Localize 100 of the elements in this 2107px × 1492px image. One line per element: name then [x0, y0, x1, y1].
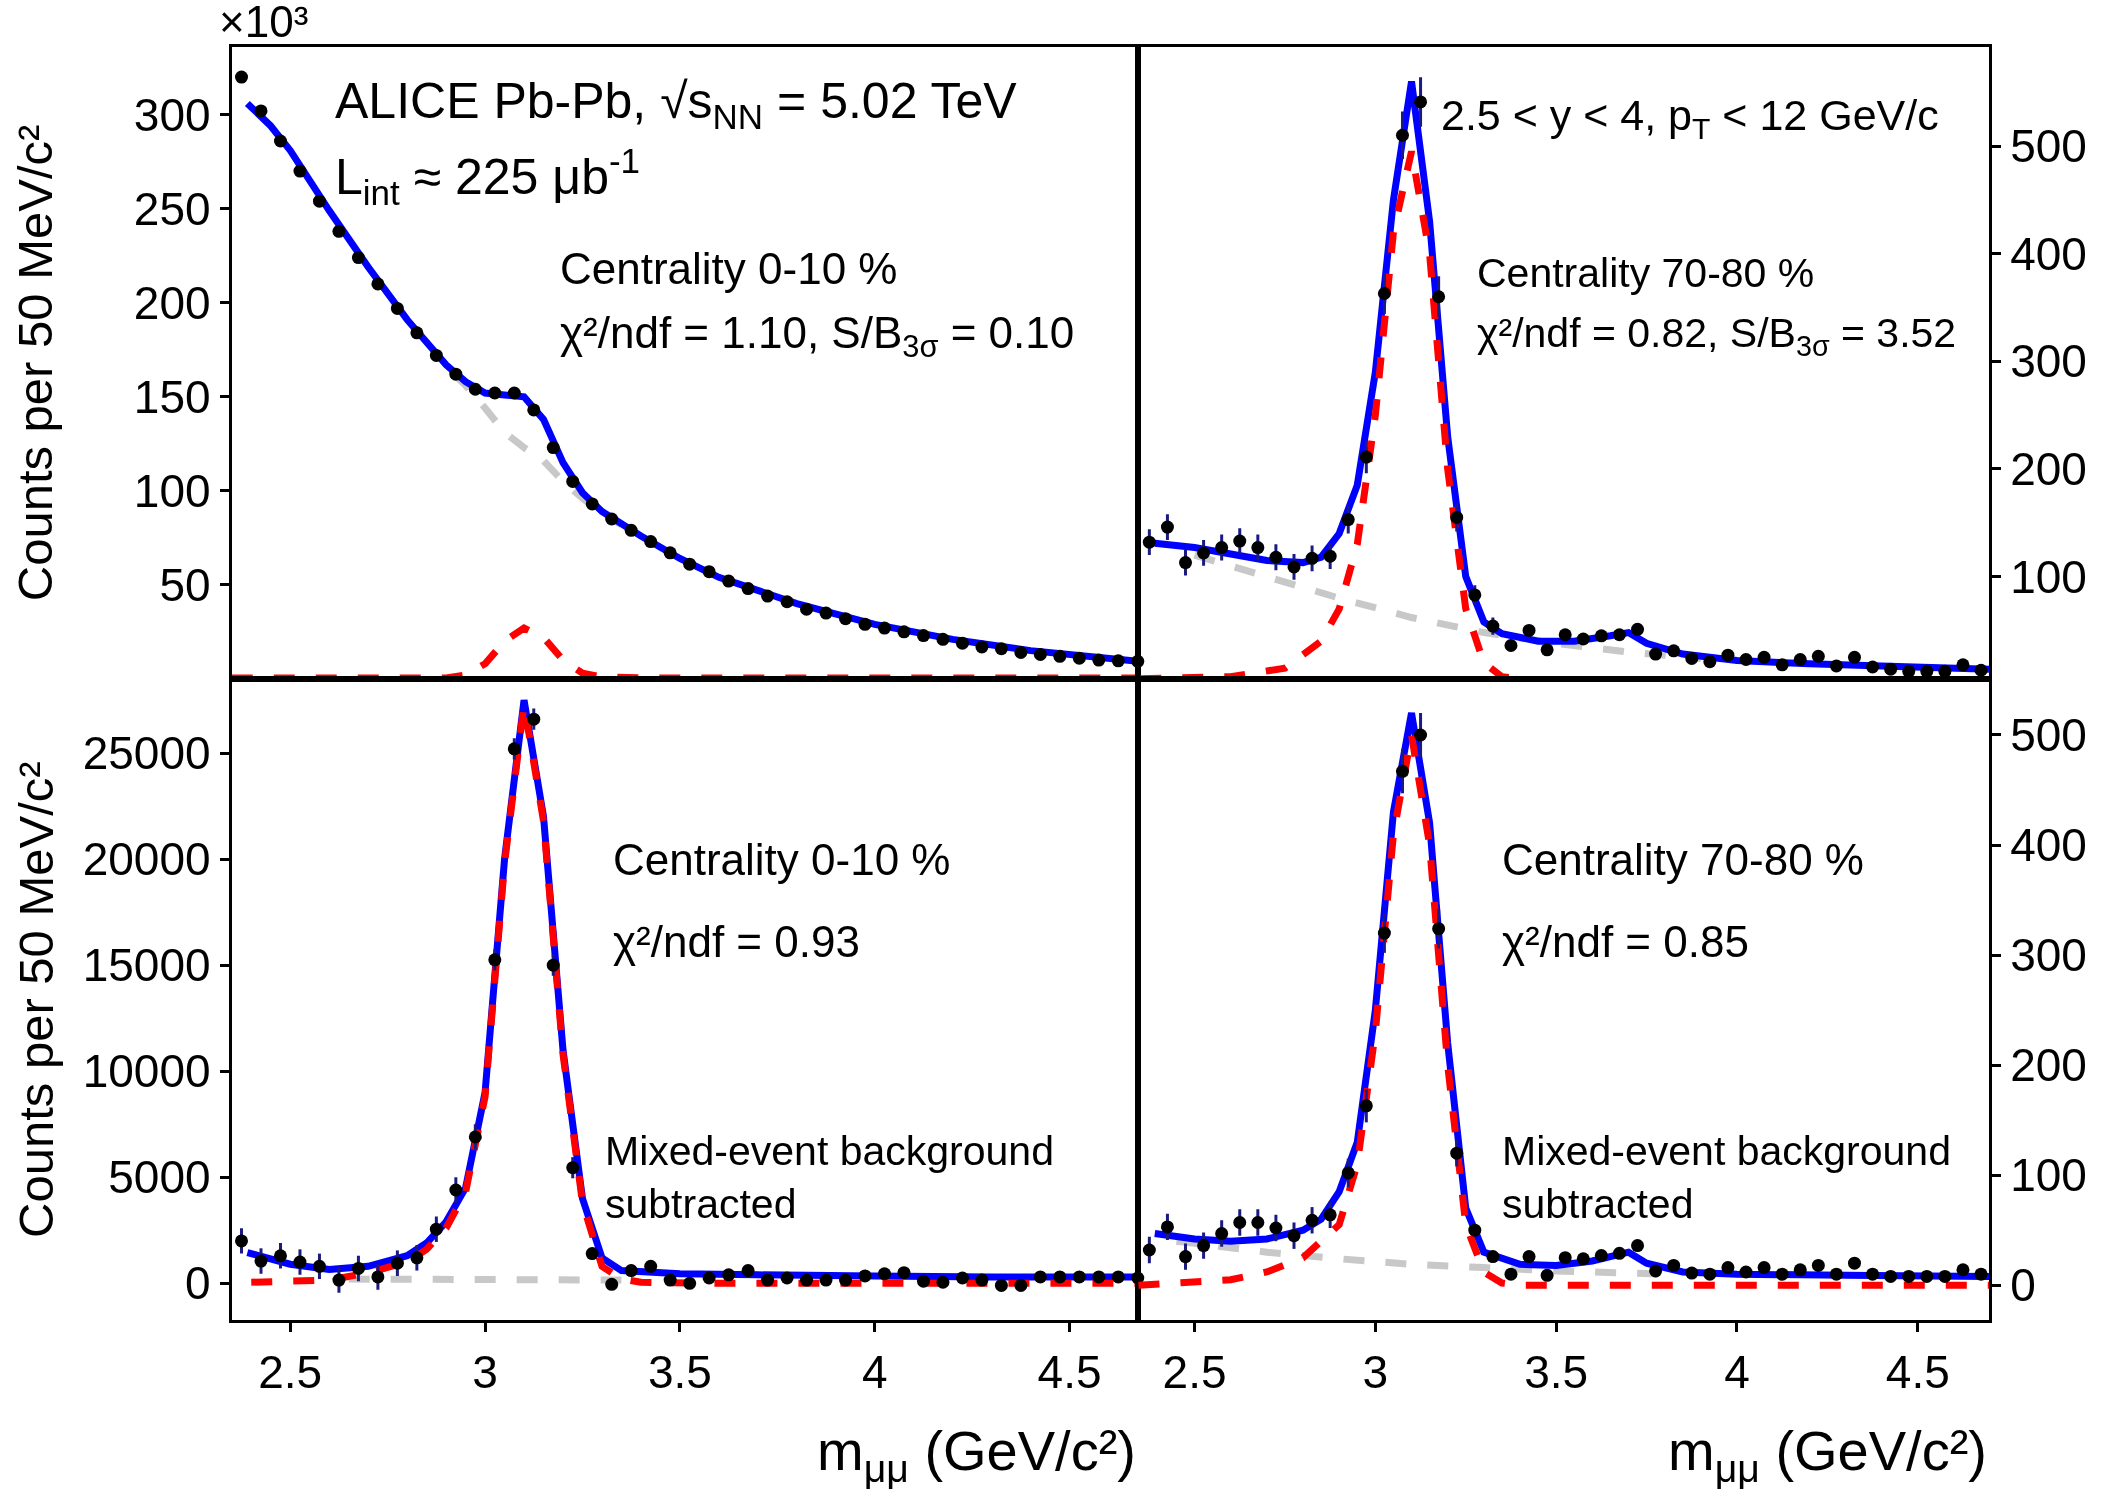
y-axis-title: Counts per 50 MeV/c² [8, 761, 63, 1238]
point [468, 1130, 482, 1144]
y-tick-label: 5000 [108, 1151, 211, 1204]
point [1092, 1270, 1106, 1284]
point [1829, 1267, 1843, 1281]
point [1848, 650, 1861, 664]
x-tick-label: 4 [1724, 1345, 1750, 1398]
point [273, 1249, 287, 1263]
point [1757, 1261, 1771, 1275]
point [702, 565, 716, 579]
point [1432, 922, 1446, 936]
x-tick-label: 3 [472, 1345, 498, 1398]
point [1160, 520, 1174, 534]
y-tick-label: 100 [2010, 550, 2087, 603]
point [1848, 1256, 1861, 1270]
point [1829, 659, 1843, 673]
y-tick-label: 200 [133, 276, 211, 329]
point [1522, 1250, 1536, 1264]
point [1450, 1146, 1464, 1160]
point [1215, 541, 1229, 555]
point [1902, 664, 1916, 678]
point [916, 1274, 930, 1288]
annotation: Centrality 0-10 % [560, 244, 898, 293]
x-tick-label: 4.5 [1037, 1345, 1102, 1398]
annotation: Centrality 70-80 % [1477, 250, 1815, 296]
y-tick-label: 400 [2010, 819, 2087, 872]
point [235, 70, 249, 84]
point [1359, 450, 1373, 464]
point [1920, 1269, 1934, 1283]
annotation: Mixed-event background subtracted [605, 1128, 1054, 1228]
point [1111, 1270, 1125, 1284]
point [1251, 1215, 1265, 1229]
point [390, 301, 404, 315]
point [1323, 549, 1337, 563]
point [1811, 1258, 1825, 1272]
point [1612, 1246, 1626, 1260]
point [839, 1273, 853, 1287]
point [527, 403, 541, 417]
point [800, 602, 814, 616]
point [1920, 664, 1934, 678]
point [1612, 628, 1626, 642]
point [468, 382, 482, 396]
point [800, 1273, 814, 1287]
point [1739, 652, 1753, 666]
point [1233, 534, 1247, 548]
point [351, 251, 365, 265]
point [546, 958, 560, 972]
point [916, 629, 930, 643]
point [624, 523, 638, 537]
point [1775, 1267, 1789, 1281]
point [624, 1264, 638, 1278]
point [975, 1273, 989, 1287]
y-tick-label: 100 [133, 464, 211, 517]
y-tick-label: 300 [2010, 335, 2087, 388]
point [273, 134, 287, 148]
point [780, 1271, 794, 1285]
point [936, 1275, 950, 1289]
annotation: χ²/ndf = 0.85 [1502, 917, 1749, 966]
point [488, 386, 502, 400]
point [1092, 653, 1106, 667]
point [975, 640, 989, 654]
point [780, 595, 794, 609]
point [1111, 654, 1125, 668]
y-tick-label: 250 [133, 182, 211, 235]
point [1142, 535, 1156, 549]
point [1504, 638, 1518, 652]
point [1142, 1243, 1156, 1257]
annotation: Mixed-event background subtracted [1502, 1128, 1951, 1228]
point [585, 1247, 599, 1261]
y-tick-label: 0 [184, 1257, 211, 1310]
point [878, 1267, 891, 1281]
y-tick-label: 500 [2010, 120, 2087, 173]
point [1811, 649, 1825, 663]
x-tick-label: 2.5 [1162, 1345, 1227, 1398]
point [858, 1269, 872, 1283]
point [1450, 510, 1464, 524]
y-tick-label: 20000 [82, 833, 211, 886]
point [702, 1271, 716, 1285]
x-axis-title: m$_{μμ}$ (GeV/c²) [1668, 1419, 1987, 1490]
point [1649, 1264, 1663, 1278]
point [722, 1268, 736, 1282]
point [1938, 1269, 1952, 1283]
point [1287, 560, 1301, 574]
point [1341, 1166, 1355, 1180]
point [1215, 1226, 1229, 1240]
point [410, 326, 424, 340]
point [1576, 632, 1590, 646]
point [1160, 1220, 1174, 1234]
point [1956, 1263, 1970, 1277]
point [1377, 926, 1391, 940]
point [761, 589, 775, 603]
point [390, 1256, 404, 1270]
point [312, 194, 326, 208]
point [897, 625, 911, 639]
point [1395, 128, 1409, 142]
x-tick-label: 3.5 [647, 1345, 712, 1398]
point [1305, 1213, 1319, 1227]
point [722, 574, 736, 588]
point [429, 348, 443, 362]
point [1305, 551, 1319, 565]
